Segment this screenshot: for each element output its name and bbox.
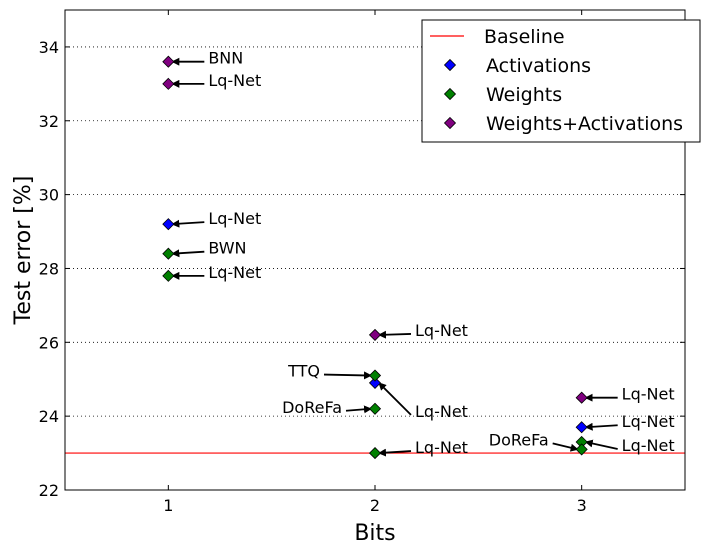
data-point (368, 369, 382, 382)
annotation-label: Lq-Net (208, 209, 261, 228)
x-tick-label: 2 (370, 496, 380, 515)
annotation-arrow (378, 330, 412, 339)
annotation-arrow (378, 382, 412, 416)
data-point (162, 218, 175, 231)
annotation-label: Lq-Net (622, 412, 675, 431)
x-axis-label: Bits (354, 521, 395, 546)
data-point (162, 77, 175, 90)
annotation-label: TTQ (287, 362, 320, 381)
y-tick-label: 34 (39, 38, 59, 57)
annotation-label: Lq-Net (622, 436, 675, 455)
legend-box (421, 19, 701, 143)
annotation-arrow (323, 371, 372, 380)
data-point (368, 447, 382, 460)
y-tick-label: 22 (39, 481, 59, 500)
annotation-arrow (345, 405, 372, 414)
y-tick-label: 30 (39, 186, 59, 205)
annotation-arrow (552, 442, 579, 452)
data-point (368, 328, 382, 341)
data-point (368, 402, 382, 415)
annotation-arrow (584, 439, 618, 450)
data-point (368, 376, 382, 389)
x-tick-label: 3 (577, 496, 587, 515)
annotation-label: BNN (208, 49, 243, 68)
annotation-arrow (171, 219, 205, 228)
annotations: Lq-Net Lq-Net Lq-Net BWN Lq-Net TTQ DoReFa Lq-N… (171, 49, 675, 457)
legend-marker (443, 58, 457, 72)
data-point (575, 421, 588, 434)
legend-marker (443, 116, 457, 130)
data-point (162, 55, 175, 68)
legend-label: Weights+Activations (486, 113, 683, 135)
annotation-label: DoReFa (489, 430, 549, 449)
annotation-label: Lq-Net (415, 402, 468, 421)
legend-label: Baseline (484, 26, 565, 48)
annotation-label: Lq-Net (415, 321, 468, 340)
y-tick-label: 24 (39, 407, 59, 426)
data-point (162, 247, 175, 260)
data-points (162, 55, 588, 460)
annotation-label: Lq-Net (208, 263, 261, 282)
data-point (575, 391, 588, 404)
annotation-label: DoReFa (282, 398, 342, 417)
y-tick-label: 28 (39, 259, 59, 278)
annotation-label: BWN (208, 239, 246, 258)
legend: Baseline Activations Weights Weights+Activa… (421, 19, 701, 143)
annotation-arrow (584, 422, 618, 431)
y-tick-label: 32 (39, 112, 59, 131)
y-axis-label: Test error [%] (11, 176, 36, 326)
legend-label: Activations (486, 55, 591, 77)
annotation-label: Lq-Net (208, 71, 261, 90)
legend-marker (443, 87, 457, 101)
annotation-label: Lq-Net (415, 438, 468, 457)
x-tick-label: 1 (163, 496, 173, 515)
data-point (575, 443, 588, 456)
axis-ticks: 22 24 26 28 30 32 34 1 2 3 (39, 10, 685, 515)
annotation-label: Lq-Net (622, 385, 675, 404)
annotation-arrow (171, 249, 205, 258)
annotation-arrow (378, 448, 412, 457)
data-point (162, 269, 175, 282)
y-tick-label: 26 (39, 333, 59, 352)
legend-label: Weights (486, 84, 562, 106)
